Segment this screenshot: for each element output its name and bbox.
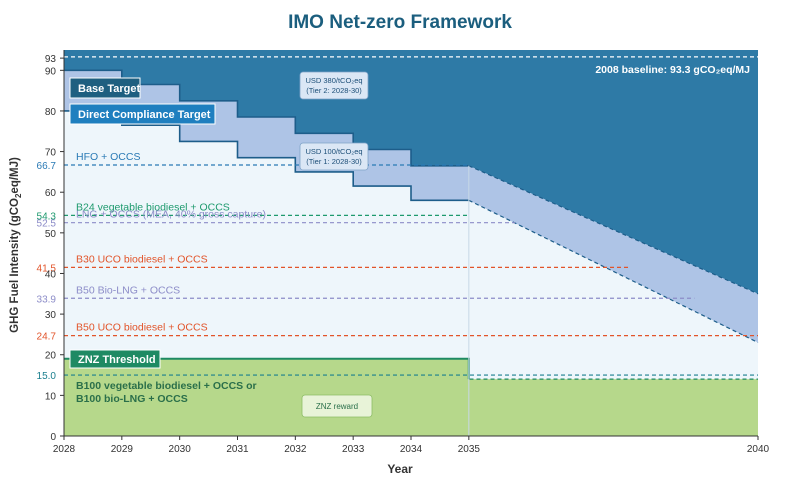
y-axis-label-main: GHG Fuel Intensity (gCO: [9, 198, 21, 333]
znz-reward-text: ZNZ reward: [316, 402, 358, 411]
x-tick-label-4: 2032: [284, 444, 307, 455]
x-tick-label-7: 2035: [458, 444, 481, 455]
fuel-label-2: LNG + OCCS (MEA, 40% gross capture): [76, 209, 266, 221]
y-tick-label-6: 60: [45, 188, 57, 199]
y-axis-label-sub: 2: [14, 193, 23, 198]
y-tick-label-3: 30: [45, 310, 57, 321]
y-tick-label-7: 70: [45, 148, 57, 159]
base-target-line-dashed: [468, 165, 759, 295]
y-axis-label-end: eq/MJ): [9, 157, 21, 194]
chart-title: IMO Net-zero Framework: [288, 12, 512, 33]
y-tick-label-8: 80: [45, 107, 57, 118]
plot-area: 2008 baseline: 93.3 gCO₂eq/MJ 66.7 HFO + O…: [37, 50, 770, 455]
x-tick-label-2: 2030: [169, 444, 192, 455]
fuel-value-label-5: 24.7: [37, 332, 57, 343]
znz-threshold-badge-text: ZNZ Threshold: [78, 354, 156, 366]
x-tick-label-6: 2034: [400, 444, 423, 455]
direct-target-badge-box: [69, 103, 216, 125]
tier2-price-box-line2: (Tier 2: 2028-30): [306, 86, 362, 95]
x-tick-label-1: 2029: [111, 444, 134, 455]
fuel-label-0: HFO + OCCS: [76, 151, 140, 163]
znz-threshold-dashed: [468, 358, 758, 380]
y-axis-title: GHG Fuel Intensity (gCO2eq/MJ): [9, 157, 23, 333]
y-tick-label-0: 0: [50, 432, 56, 443]
x-tick-label-0: 2028: [53, 444, 76, 455]
znz-reward-box: [301, 394, 373, 418]
fuel-value-label-3: 41.5: [37, 263, 57, 274]
base-target-badge-box: [69, 77, 141, 99]
fuel-value-label-4: 33.9: [37, 294, 57, 305]
tier1-price-box-box: [299, 142, 369, 171]
y-tick-label-2: 20: [45, 351, 57, 362]
tier1-price-box-line2: (Tier 1: 2028-30): [306, 157, 362, 166]
direct-target-line-dashed: [468, 199, 759, 344]
fuel-value-label-1: 54.3: [37, 211, 57, 222]
tier2-price-box-line1: USD 380/tCO₂eq: [305, 76, 362, 85]
fuel-label-5: B50 UCO biodiesel + OCCS: [76, 322, 208, 334]
x-tick-label-8: 2040: [747, 444, 770, 455]
y-tick-label-10: 93: [45, 54, 57, 65]
x-axis-title: Year: [387, 462, 413, 476]
tier1-penalty-band: [64, 70, 758, 343]
fuel-value-label-2: 52.5: [37, 219, 57, 230]
y-tick-label-9: 90: [45, 66, 57, 77]
fuel-value-label-6: 15.0: [37, 371, 57, 382]
tier1-price-box-line1: USD 100/tCO₂eq: [305, 147, 362, 156]
y-tick-label-5: 50: [45, 229, 57, 240]
fuel-label-3: B30 UCO biodiesel + OCCS: [76, 253, 208, 265]
baseline-label: 2008 baseline: 93.3 gCO₂eq/MJ: [595, 64, 750, 76]
fuel-label-1: B24 vegetable biodiesel + OCCS: [76, 201, 230, 213]
fuel-value-label-0: 66.7: [37, 161, 57, 172]
x-tick-label-3: 2031: [226, 444, 249, 455]
b100-label-line2: B100 bio-LNG + OCCS: [76, 393, 188, 405]
x-tick-label-5: 2033: [342, 444, 365, 455]
tier2-price-box-box: [299, 71, 369, 100]
y-tick-label-4: 40: [45, 269, 57, 280]
svg-text:GHG Fuel Intensity (gCO2eq/MJ): GHG Fuel Intensity (gCO2eq/MJ): [9, 157, 23, 333]
znz-reward-region: [64, 358, 758, 436]
b100-label-line1: B100 vegetable biodiesel + OCCS or: [76, 380, 257, 392]
direct-target-line-solid: [64, 110, 469, 202]
znz-threshold-badge-box: [69, 349, 161, 369]
direct-target-badge-text: Direct Compliance Target: [78, 109, 211, 121]
base-target-badge-text: Base Target: [78, 83, 140, 95]
fuel-label-4: B50 Bio-LNG + OCCS: [76, 284, 180, 296]
y-tick-label-1: 10: [45, 391, 57, 402]
